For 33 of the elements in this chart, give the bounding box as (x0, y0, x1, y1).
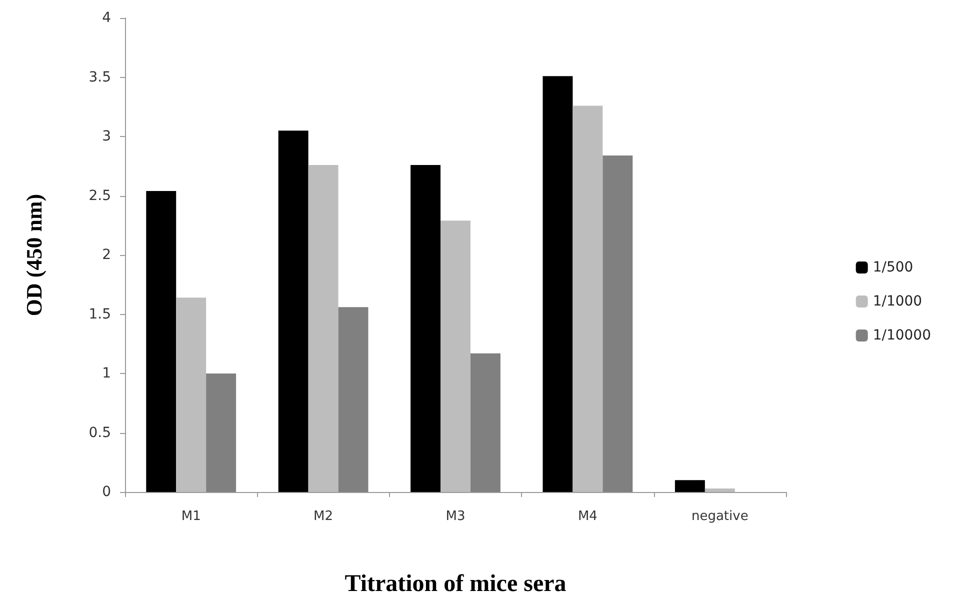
y-tick-label: 2.5 (88, 188, 111, 204)
bar (674, 480, 705, 492)
x-tick-label: M3 (446, 509, 466, 524)
y-tick-label: 1 (102, 366, 111, 382)
legend-label: 1/500 (872, 260, 914, 276)
y-tick-label: 2 (102, 247, 111, 263)
y-tick-label: 1.5 (88, 306, 111, 322)
y-tick-label: 4 (102, 10, 112, 26)
x-tick-label: M2 (314, 509, 334, 524)
bar (440, 220, 470, 492)
bar (176, 298, 206, 492)
y-tick-label: 0 (102, 484, 111, 500)
x-tick-label: M1 (181, 509, 201, 524)
bar (602, 155, 633, 492)
y-tick-label: 3 (102, 128, 111, 144)
bar (410, 164, 441, 492)
x-axis-title: Titration of mice sera (344, 571, 566, 597)
bar (338, 307, 368, 492)
y-tick-label: 0.5 (88, 424, 111, 441)
bar (146, 191, 176, 492)
y-axis-title: OD (450 nm) (22, 194, 46, 316)
x-tick-label: M4 (578, 509, 598, 524)
bar (278, 130, 308, 492)
legend-label: 1/1000 (872, 294, 922, 310)
y-tick-label: 3.5 (88, 69, 111, 86)
bar (206, 374, 236, 492)
bar (572, 106, 603, 492)
bar (470, 353, 500, 492)
bar (704, 488, 735, 492)
bar (308, 164, 338, 492)
bar (542, 76, 573, 492)
x-tick-label: negative (691, 509, 748, 524)
legend-label: 1/10000 (872, 328, 932, 344)
